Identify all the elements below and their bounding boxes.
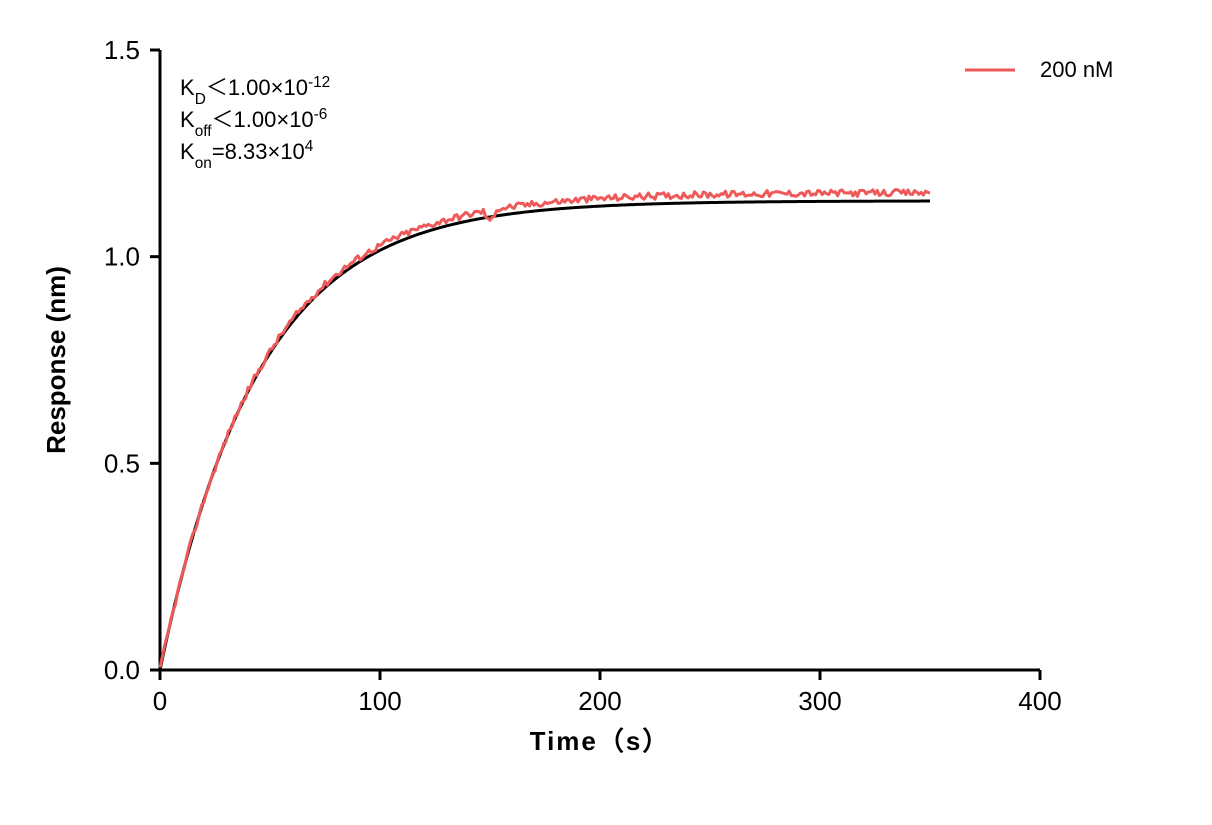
kinetics-annotation: Kon=8.33×104 xyxy=(180,138,314,172)
y-tick-label: 1.0 xyxy=(104,242,140,272)
y-tick-label: 0.0 xyxy=(104,655,140,685)
binding-kinetics-chart: 0 100 200 300 400 0.0 0.5 1.0 1.5 Time（s） Response… xyxy=(0,0,1212,825)
legend-label: 200 nM xyxy=(1040,57,1113,82)
series-fit xyxy=(160,201,930,670)
x-tick-label: 200 xyxy=(578,686,621,716)
series-200-nm xyxy=(160,190,930,668)
x-axis-label: Time（s） xyxy=(530,726,671,756)
x-tick-label: 300 xyxy=(798,686,841,716)
y-tick-label: 0.5 xyxy=(104,448,140,478)
x-tick-label: 100 xyxy=(358,686,401,716)
y-axis-label: Response (nm) xyxy=(41,266,71,454)
kinetics-annotation: Koff＜1.00×10-6 xyxy=(180,106,327,140)
x-tick-label: 0 xyxy=(153,686,167,716)
y-tick-label: 1.5 xyxy=(104,35,140,65)
kinetics-annotation: KD＜1.00×10-12 xyxy=(180,74,330,108)
x-tick-label: 400 xyxy=(1018,686,1061,716)
